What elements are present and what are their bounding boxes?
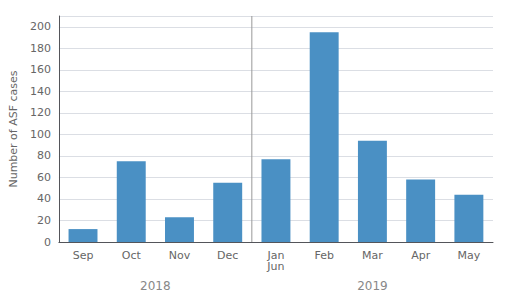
- svg-text:180: 180: [30, 42, 51, 55]
- svg-text:Number of ASF cases: Number of ASF cases: [7, 70, 20, 187]
- svg-text:60: 60: [37, 171, 51, 184]
- svg-text:0: 0: [44, 236, 51, 249]
- svg-text:20: 20: [37, 214, 51, 227]
- svg-text:Feb: Feb: [314, 249, 333, 262]
- svg-text:Jan: Jan: [267, 249, 285, 262]
- svg-text:2018: 2018: [140, 279, 171, 293]
- svg-text:160: 160: [30, 63, 51, 76]
- svg-text:Dec: Dec: [217, 249, 238, 262]
- svg-text:Nov: Nov: [169, 249, 191, 262]
- svg-text:2019: 2019: [357, 279, 388, 293]
- svg-text:100: 100: [30, 128, 51, 141]
- svg-text:Sep: Sep: [73, 249, 94, 262]
- svg-text:80: 80: [37, 149, 51, 162]
- svg-text:Oct: Oct: [122, 249, 142, 262]
- svg-text:200: 200: [30, 20, 51, 33]
- svg-text:Apr: Apr: [411, 249, 431, 262]
- svg-text:140: 140: [30, 85, 51, 98]
- svg-text:40: 40: [37, 192, 51, 205]
- svg-text:120: 120: [30, 106, 51, 119]
- svg-text:Mar: Mar: [362, 249, 383, 262]
- svg-text:Jun: Jun: [266, 260, 284, 273]
- svg-text:May: May: [458, 249, 481, 262]
